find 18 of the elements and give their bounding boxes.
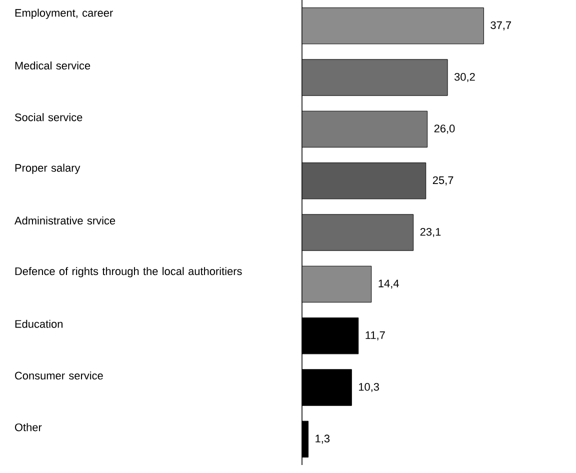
y-tick-label: Employment, career xyxy=(15,8,113,19)
y-tick-label: Proper salary xyxy=(15,164,80,174)
y-tick-label: Consumer service xyxy=(15,371,103,380)
data-label: 23,1 xyxy=(420,228,441,238)
y-tick-label: Defence of rights through the local authoritiers xyxy=(15,267,242,278)
data-label: 30,2 xyxy=(454,72,475,82)
y-tick-label: Education xyxy=(15,320,62,328)
data-label: 11,7 xyxy=(366,331,385,340)
data-label: 14,4 xyxy=(378,280,399,289)
data-label: 37,7 xyxy=(490,21,511,30)
y-tick-label: Medical service xyxy=(15,61,90,70)
data-label: 10,3 xyxy=(358,382,380,392)
data-label: 1,3 xyxy=(316,434,330,444)
data-label: 25,7 xyxy=(432,176,454,186)
data-label: 26,0 xyxy=(434,124,455,134)
y-tick-label: Social service xyxy=(14,113,82,122)
y-tick-label: Administrative srvice xyxy=(14,216,116,225)
y-tick-label: Other xyxy=(14,423,42,432)
